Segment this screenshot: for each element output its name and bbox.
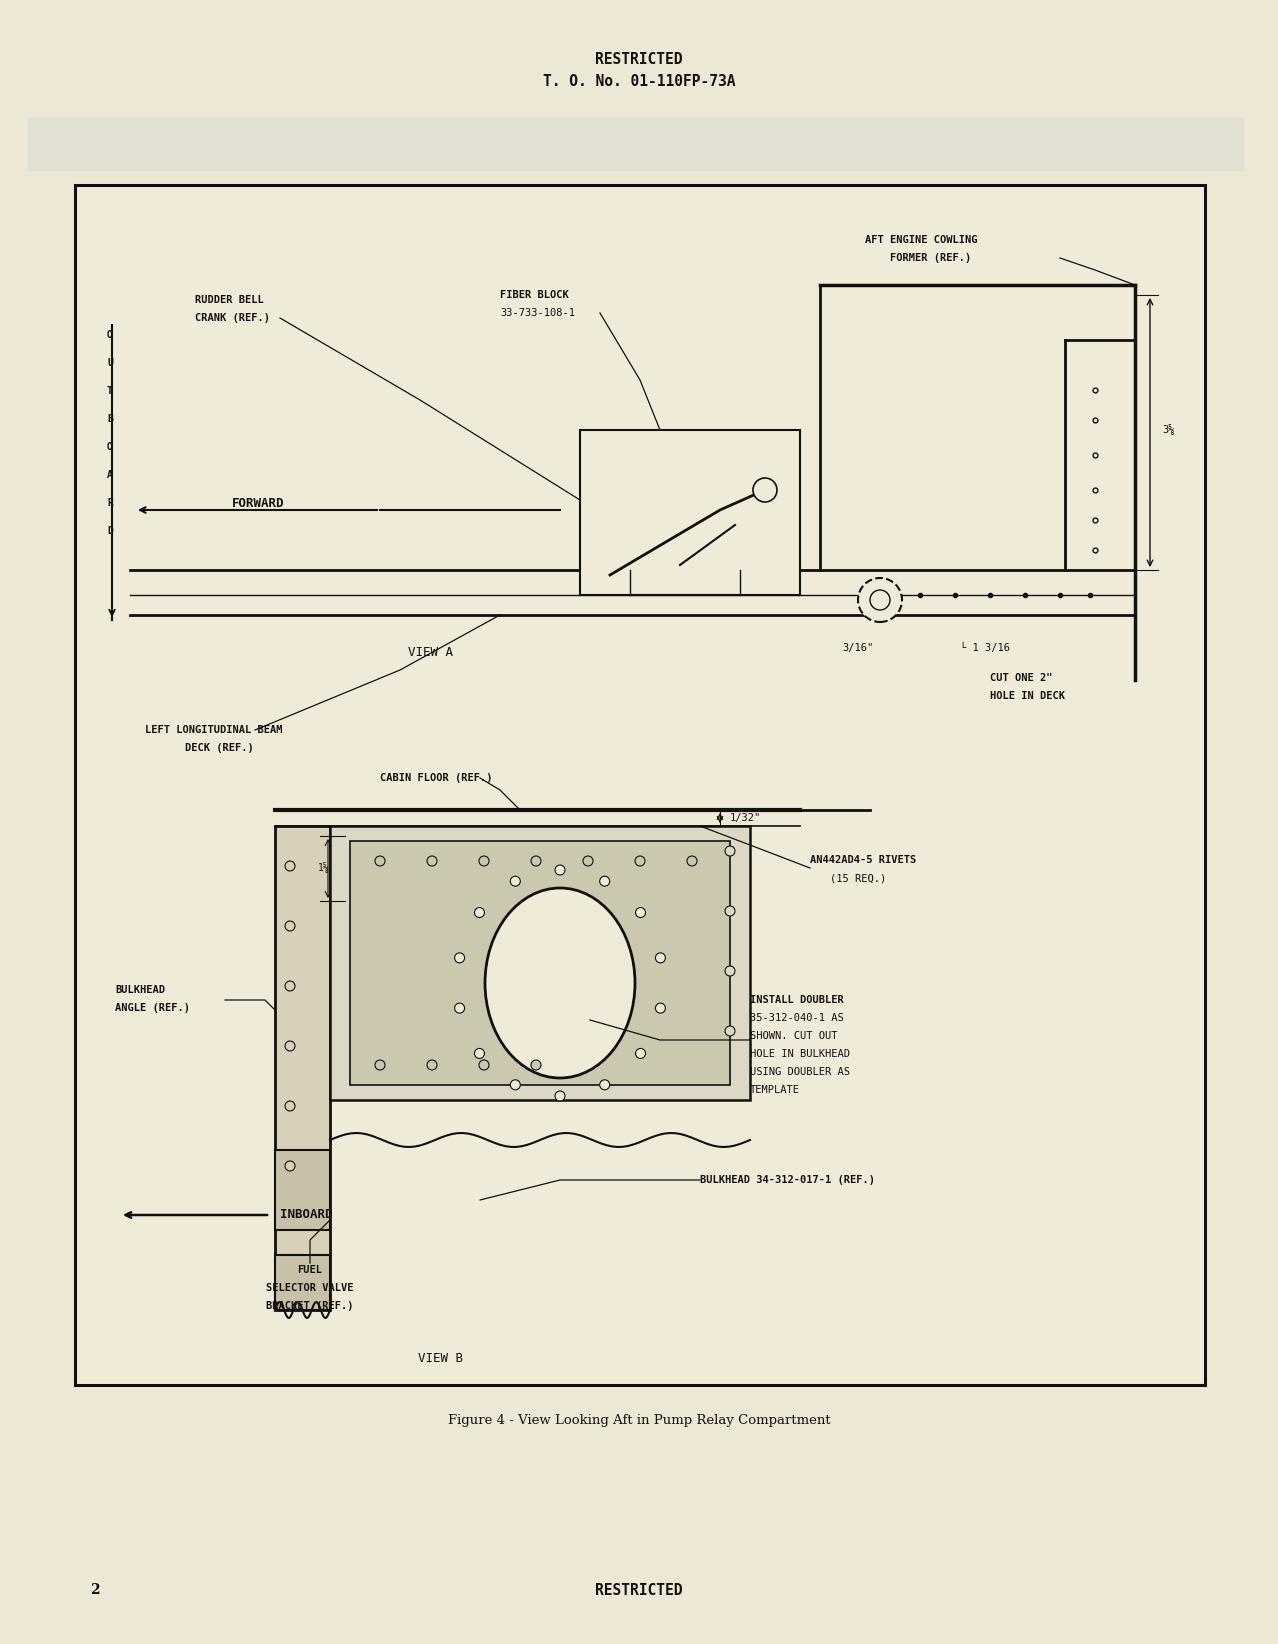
Text: 3⅝: 3⅝ xyxy=(1162,424,1174,436)
Circle shape xyxy=(656,954,666,963)
Circle shape xyxy=(870,590,889,610)
Text: CUT ONE 2": CUT ONE 2" xyxy=(990,672,1053,682)
Circle shape xyxy=(374,857,385,866)
Text: RUDDER BELL: RUDDER BELL xyxy=(196,294,263,306)
Bar xyxy=(275,1151,330,1230)
Circle shape xyxy=(688,857,697,866)
Text: 35-312-040-1 AS: 35-312-040-1 AS xyxy=(750,1013,843,1023)
Circle shape xyxy=(455,954,465,963)
Text: └ 1 3/16: └ 1 3/16 xyxy=(960,643,1010,653)
Text: FUEL: FUEL xyxy=(298,1264,322,1276)
Text: 3/16": 3/16" xyxy=(842,643,873,653)
Circle shape xyxy=(285,921,295,931)
Circle shape xyxy=(599,1080,610,1090)
Circle shape xyxy=(530,857,541,866)
Text: FIBER BLOCK: FIBER BLOCK xyxy=(500,289,569,299)
Bar xyxy=(580,431,800,595)
Text: (15 REQ.): (15 REQ.) xyxy=(829,873,886,883)
Text: O: O xyxy=(107,442,112,452)
Text: RESTRICTED: RESTRICTED xyxy=(596,53,682,67)
Text: U: U xyxy=(107,358,112,368)
Circle shape xyxy=(635,907,645,917)
Circle shape xyxy=(510,876,520,886)
Text: R: R xyxy=(107,498,112,508)
Circle shape xyxy=(599,876,610,886)
Text: 33-733-108-1: 33-733-108-1 xyxy=(500,307,575,317)
Circle shape xyxy=(555,865,565,875)
Text: 1/32": 1/32" xyxy=(730,814,762,824)
Ellipse shape xyxy=(484,888,635,1078)
Circle shape xyxy=(510,1080,520,1090)
Text: VIEW B: VIEW B xyxy=(418,1351,463,1365)
Text: BULKHEAD: BULKHEAD xyxy=(115,985,165,995)
Circle shape xyxy=(285,1161,295,1171)
Text: B: B xyxy=(107,414,112,424)
Circle shape xyxy=(725,906,735,916)
Circle shape xyxy=(725,1026,735,1036)
Text: A: A xyxy=(107,470,112,480)
Circle shape xyxy=(530,1060,541,1070)
Text: AFT ENGINE COWLING: AFT ENGINE COWLING xyxy=(865,235,978,245)
Circle shape xyxy=(635,1049,645,1059)
Text: SHOWN. CUT OUT: SHOWN. CUT OUT xyxy=(750,1031,837,1041)
Text: SELECTOR VALVE: SELECTOR VALVE xyxy=(266,1282,354,1292)
Text: D: D xyxy=(107,526,112,536)
Text: USING DOUBLER AS: USING DOUBLER AS xyxy=(750,1067,850,1077)
Text: 2: 2 xyxy=(89,1583,100,1596)
Text: DECK (REF.): DECK (REF.) xyxy=(185,743,254,753)
Circle shape xyxy=(427,1060,437,1070)
Circle shape xyxy=(374,1060,385,1070)
Text: TEMPLATE: TEMPLATE xyxy=(750,1085,800,1095)
Text: FORWARD: FORWARD xyxy=(231,496,284,510)
Text: T: T xyxy=(107,386,112,396)
Bar xyxy=(75,186,1205,1384)
Circle shape xyxy=(479,1060,489,1070)
Circle shape xyxy=(725,967,735,977)
Text: INSTALL DOUBLER: INSTALL DOUBLER xyxy=(750,995,843,1004)
Circle shape xyxy=(455,1003,465,1013)
Text: 1⅝: 1⅝ xyxy=(318,863,330,873)
Circle shape xyxy=(753,478,777,501)
Circle shape xyxy=(635,857,645,866)
Circle shape xyxy=(725,847,735,857)
Text: FORMER (REF.): FORMER (REF.) xyxy=(889,253,971,263)
Circle shape xyxy=(479,857,489,866)
Bar xyxy=(28,118,1243,169)
Text: O: O xyxy=(107,330,112,340)
Circle shape xyxy=(427,857,437,866)
Text: HOLE IN BULKHEAD: HOLE IN BULKHEAD xyxy=(750,1049,850,1059)
Text: BRACKET (REF.): BRACKET (REF.) xyxy=(266,1300,354,1310)
Text: T. O. No. 01-110FP-73A: T. O. No. 01-110FP-73A xyxy=(543,74,735,89)
Circle shape xyxy=(474,907,484,917)
Text: VIEW A: VIEW A xyxy=(408,646,452,659)
Text: RESTRICTED: RESTRICTED xyxy=(596,1583,682,1598)
Circle shape xyxy=(285,1101,295,1111)
Text: INBOARD: INBOARD xyxy=(280,1208,332,1221)
Text: BULKHEAD 34-312-017-1 (REF.): BULKHEAD 34-312-017-1 (REF.) xyxy=(700,1175,875,1185)
Text: LEFT LONGITUDINAL BEAM: LEFT LONGITUDINAL BEAM xyxy=(144,725,282,735)
Text: CRANK (REF.): CRANK (REF.) xyxy=(196,312,270,322)
Text: AN442AD4-5 RIVETS: AN442AD4-5 RIVETS xyxy=(810,855,916,865)
Text: ANGLE (REF.): ANGLE (REF.) xyxy=(115,1003,190,1013)
Circle shape xyxy=(285,981,295,991)
Circle shape xyxy=(555,1092,565,1101)
Bar xyxy=(275,1254,330,1310)
Circle shape xyxy=(583,857,593,866)
Text: Figure 4 - View Looking Aft in Pump Relay Compartment: Figure 4 - View Looking Aft in Pump Rela… xyxy=(447,1414,831,1427)
Circle shape xyxy=(285,861,295,871)
Circle shape xyxy=(474,1049,484,1059)
Text: HOLE IN DECK: HOLE IN DECK xyxy=(990,690,1065,700)
Bar xyxy=(330,825,750,1100)
Bar xyxy=(350,842,730,1085)
Circle shape xyxy=(285,1041,295,1051)
Circle shape xyxy=(656,1003,666,1013)
Circle shape xyxy=(858,579,902,621)
Bar xyxy=(275,825,330,1310)
Text: CABIN FLOOR (REF.): CABIN FLOOR (REF.) xyxy=(380,773,492,783)
